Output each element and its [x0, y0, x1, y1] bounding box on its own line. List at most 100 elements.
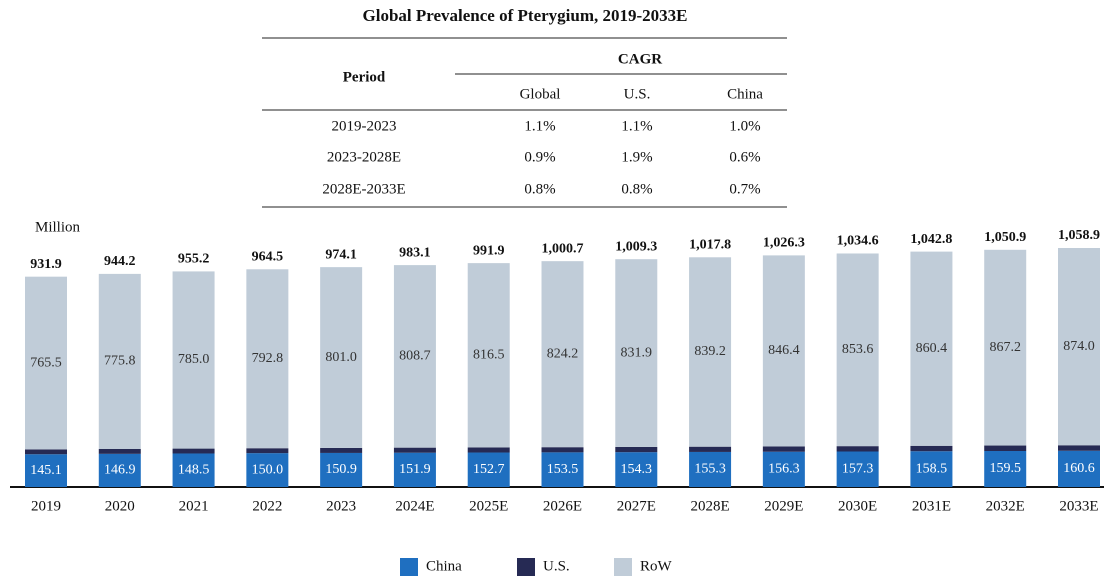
segment-label: 765.5: [30, 355, 62, 370]
total-label: 983.1: [399, 245, 431, 260]
bar-segment: [984, 445, 1027, 451]
x-tick-label: 2026E: [543, 498, 582, 514]
segment-label: 808.7: [399, 349, 431, 364]
bar-segment: [246, 453, 289, 487]
bar-segment: [615, 259, 658, 447]
cagr-cell: 1.1%: [621, 118, 652, 134]
segment-label: 775.8: [104, 354, 136, 369]
bar-segment: [246, 269, 289, 449]
total-label: 1,034.6: [837, 234, 879, 249]
total-label: 1,017.8: [689, 237, 731, 252]
bar-segment: [172, 271, 215, 449]
segment-label: 874.0: [1063, 339, 1095, 354]
x-tick-label: 2032E: [986, 498, 1025, 514]
segment-label: 816.5: [473, 347, 505, 362]
x-tick-label: 2030E: [838, 498, 877, 514]
bar-segment: [467, 447, 510, 453]
legend-swatch: [614, 558, 632, 576]
bar-segment: [393, 265, 436, 448]
cagr-cell: 1.0%: [729, 118, 760, 134]
segment-label: 160.6: [1063, 461, 1095, 476]
segment-label: 145.1: [30, 463, 62, 478]
x-tick-label: 2029E: [764, 498, 803, 514]
total-label: 931.9: [30, 257, 62, 272]
bar-segment: [172, 448, 215, 454]
cagr-cell: 0.7%: [729, 181, 760, 197]
total-label: 1,026.3: [763, 236, 805, 251]
legend-label: RoW: [640, 558, 673, 574]
bar-segment: [25, 449, 67, 455]
bar-segment: [467, 452, 510, 487]
bar-segment: [320, 267, 363, 448]
period-cell: 2028E-2033E: [322, 181, 405, 197]
bar-segment: [689, 257, 732, 447]
cagr-cell: 0.6%: [729, 149, 760, 165]
segment-label: 155.3: [694, 462, 726, 477]
bar-segment: [98, 273, 141, 449]
cagr-header: CAGR: [618, 51, 662, 67]
total-label: 1,058.9: [1058, 228, 1100, 243]
bar-segment: [762, 255, 805, 447]
legend-swatch: [517, 558, 535, 576]
cagr-cell: 1.9%: [621, 149, 652, 165]
segment-label: 792.8: [252, 351, 284, 366]
segment-label: 150.0: [252, 462, 284, 477]
x-tick-label: 2031E: [912, 498, 951, 514]
total-label: 944.2: [104, 254, 136, 269]
legend-swatch: [400, 558, 418, 576]
bar-segment: [541, 452, 584, 487]
x-tick-label: 2025E: [469, 498, 508, 514]
segment-label: 801.0: [325, 350, 357, 365]
bar-segment: [615, 452, 658, 487]
total-label: 1,009.3: [615, 239, 657, 254]
bar-segment: [320, 452, 363, 487]
segment-label: 853.6: [842, 342, 874, 357]
x-tick-label: 2024E: [395, 498, 434, 514]
segment-label: 860.4: [916, 341, 948, 356]
segment-label: 846.4: [768, 343, 800, 358]
column-header: U.S.: [624, 86, 651, 102]
x-tick-label: 2021: [179, 498, 209, 514]
x-tick-label: 2027E: [617, 498, 656, 514]
bar-segment: [541, 447, 584, 453]
x-tick-label: 2028E: [690, 498, 729, 514]
segment-label: 831.9: [621, 345, 653, 360]
bar-segment: [836, 253, 879, 447]
period-cell: 2019-2023: [332, 118, 397, 134]
x-tick-label: 2023: [326, 498, 356, 514]
segment-label: 153.5: [547, 462, 579, 477]
bar-segment: [246, 448, 289, 454]
bar-segment: [910, 451, 953, 487]
bar-segment: [320, 447, 363, 453]
bar-segment: [393, 452, 436, 487]
table-title: Global Prevalence of Pterygium, 2019-203…: [363, 6, 688, 25]
column-header: Global: [520, 86, 561, 102]
period-cell: 2023-2028E: [327, 149, 401, 165]
segment-label: 154.3: [621, 462, 653, 477]
bar-segment: [1058, 445, 1100, 451]
segment-label: 146.9: [104, 463, 136, 478]
segment-label: 157.3: [842, 461, 874, 476]
x-tick-label: 2020: [105, 498, 135, 514]
bar-segment: [615, 446, 658, 453]
cagr-cell: 0.9%: [524, 149, 555, 165]
segment-label: 158.5: [916, 461, 948, 476]
bar-segment: [984, 249, 1027, 446]
bar-segment: [541, 261, 584, 448]
cagr-cell: 1.1%: [524, 118, 555, 134]
bar-segment: [1058, 450, 1100, 487]
bar-segment: [762, 446, 805, 452]
y-axis-label: Million: [35, 219, 81, 235]
total-label: 1,050.9: [984, 230, 1026, 245]
bar-segment: [984, 450, 1027, 487]
bar-segment: [467, 263, 510, 448]
column-header: China: [727, 86, 763, 102]
bar-segment: [1058, 248, 1100, 446]
bar-segment: [25, 276, 67, 450]
bar-segment: [98, 453, 141, 487]
bar-segment: [836, 446, 879, 452]
segment-label: 151.9: [399, 462, 431, 477]
bar-segment: [25, 454, 67, 487]
bar-segment: [910, 445, 953, 452]
